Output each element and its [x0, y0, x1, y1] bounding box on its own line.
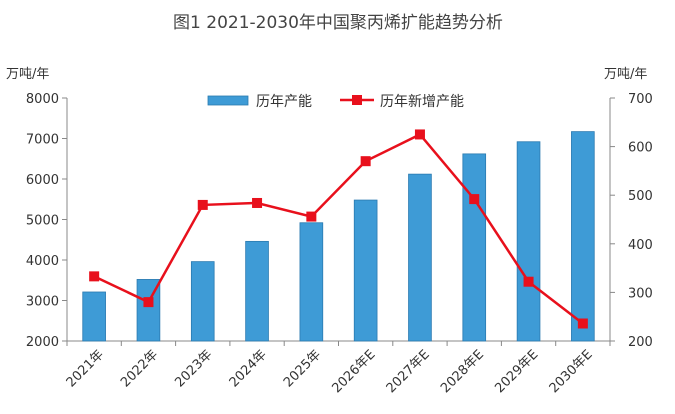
right-tick-label: 600 — [628, 141, 653, 156]
bar — [190, 261, 215, 342]
right-tick-label: 500 — [628, 189, 653, 204]
line-point — [252, 197, 263, 208]
bar — [408, 173, 432, 342]
right-tick-label: 300 — [628, 286, 653, 301]
x-tick-label: 2022年 — [118, 347, 161, 390]
x-tick-label: 2021年 — [64, 347, 107, 390]
right-tick-label: 700 — [628, 92, 653, 107]
x-tick-label: 2030年E — [547, 347, 596, 396]
line-point — [89, 271, 100, 282]
left-tick-label: 4000 — [26, 254, 59, 269]
line-point — [143, 297, 154, 308]
x-tick-label: 2026年E — [329, 347, 378, 396]
line-point — [469, 194, 480, 205]
x-tick-label: 2025年 — [281, 347, 324, 390]
line-point — [360, 156, 371, 167]
line-point — [577, 318, 588, 329]
series-line — [93, 132, 584, 325]
legend-swatch-marker — [352, 95, 362, 105]
legend-label-line: 历年新增产能 — [380, 94, 464, 110]
left-tick-label: 5000 — [26, 214, 59, 229]
left-tick-label: 8000 — [26, 92, 59, 107]
chart-title: 图1 2021-2030年中国聚丙烯扩能趋势分析 — [173, 13, 503, 33]
bar — [299, 222, 324, 342]
line-point — [197, 199, 208, 210]
bar — [136, 279, 161, 342]
bar — [82, 291, 106, 342]
left-tick-label: 7000 — [26, 133, 59, 148]
x-tick-label: 2029年E — [492, 347, 541, 396]
legend: 历年产能 历年新增产能 — [207, 94, 464, 110]
right-tick-label: 400 — [628, 238, 653, 253]
bar — [353, 199, 378, 342]
right-tick-label: 200 — [628, 335, 653, 350]
bar — [571, 131, 595, 342]
legend-swatch-bar — [207, 95, 249, 106]
left-tick-label: 3000 — [26, 295, 59, 310]
x-tick-label: 2024年 — [227, 347, 270, 390]
bar — [462, 153, 487, 342]
x-tick-label: 2028年E — [438, 347, 487, 396]
x-tick-label: 2027年E — [384, 347, 433, 396]
bar — [245, 240, 269, 342]
left-tick-label: 2000 — [26, 335, 59, 350]
left-tick-label: 6000 — [26, 173, 59, 188]
right-axis-unit: 万吨/年 — [604, 67, 647, 82]
line-point — [414, 129, 425, 140]
bar — [516, 141, 541, 342]
line-point — [523, 276, 534, 287]
left-axis-unit: 万吨/年 — [6, 67, 49, 82]
line-point — [306, 211, 317, 222]
plot-area: 8000 7000 6000 5000 4000 3000 2000 700 600 500 400… — [26, 92, 653, 396]
x-tick-label: 2023年 — [172, 347, 215, 390]
legend-label-bar: 历年产能 — [256, 94, 312, 110]
